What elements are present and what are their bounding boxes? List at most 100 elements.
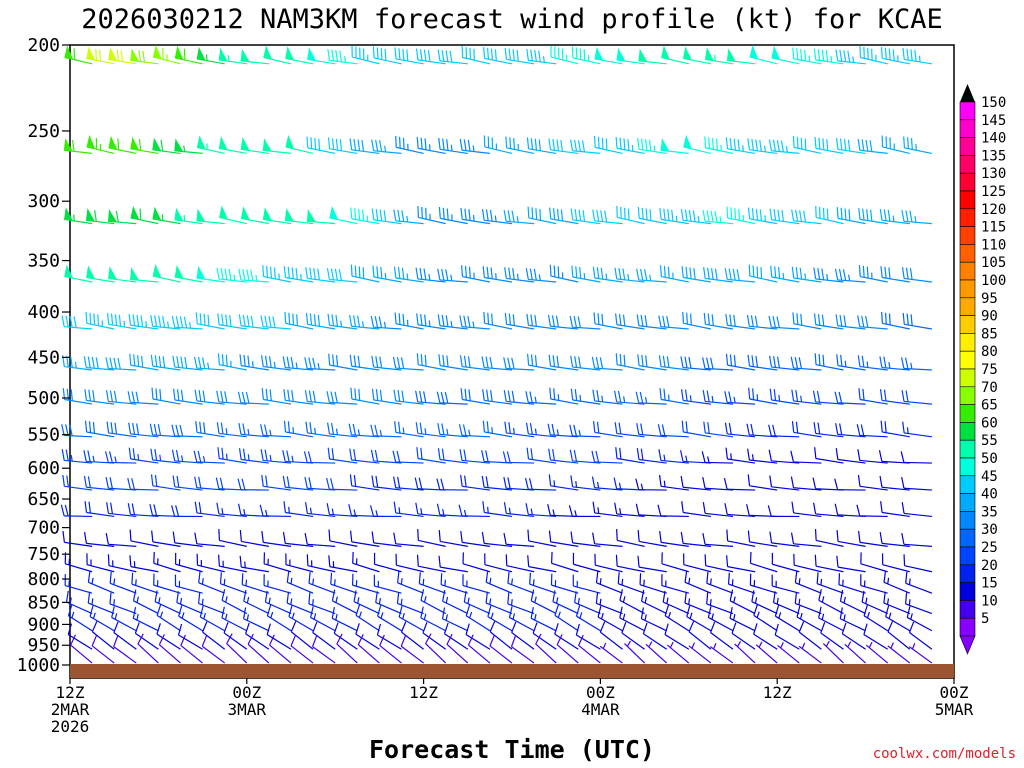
wind-barb (504, 48, 535, 65)
wind-barb (349, 448, 380, 464)
wind-barb (858, 265, 888, 283)
wind-barb (706, 592, 734, 615)
wind-barb (158, 634, 181, 664)
wind-barb (483, 311, 513, 330)
wind-barb (196, 208, 225, 225)
wind-barb (639, 573, 667, 594)
wind-barb (682, 46, 712, 65)
wind-barb (459, 449, 490, 464)
wind-barb (437, 423, 468, 438)
wind-barb (636, 448, 667, 464)
wind-barb (237, 391, 269, 405)
wind-barb (129, 353, 159, 371)
wind-barb (462, 574, 491, 594)
wind-barb (304, 533, 336, 547)
wind-barb (749, 45, 778, 65)
wind-barb (658, 474, 689, 491)
colorbar-label: 5 (981, 611, 989, 627)
wind-barb (525, 422, 557, 438)
wind-barb (485, 570, 513, 594)
wind-barb (137, 633, 159, 664)
wind-barb (221, 606, 248, 632)
wind-barb (659, 388, 689, 405)
wind-barb (398, 605, 424, 632)
wind-barb (527, 529, 557, 547)
wind-barb (747, 138, 778, 155)
wind-barb (223, 622, 248, 650)
wind-barb (525, 391, 557, 405)
wind-barb (549, 387, 579, 405)
wind-barb (724, 422, 756, 438)
wind-barb (113, 621, 137, 650)
wind-barb (64, 574, 93, 594)
wind-barb (196, 135, 225, 154)
wind-barb (263, 574, 292, 594)
wind-barb (815, 206, 844, 225)
credit-link[interactable]: coolwx.com/models (873, 746, 1016, 762)
wind-barb (908, 621, 933, 650)
colorbar-label: 60 (981, 415, 998, 431)
wind-barb (196, 265, 225, 283)
wind-barb (858, 207, 888, 225)
wind-barb (151, 530, 181, 547)
wind-barb (151, 387, 181, 405)
wind-barb (483, 47, 513, 65)
wind-barb (260, 424, 292, 438)
wind-barb (504, 421, 535, 438)
wind-barb (284, 311, 314, 330)
wind-barb (462, 552, 491, 573)
wind-barb (174, 574, 203, 594)
wind-barb (662, 590, 690, 615)
wind-barb (238, 268, 269, 283)
wind-barb (459, 355, 490, 371)
wind-barb (393, 476, 424, 491)
wind-barb (369, 505, 402, 518)
wind-barb (636, 423, 667, 438)
wind-barb (201, 621, 226, 650)
wind-barb (504, 267, 535, 283)
wind-barb (724, 503, 756, 518)
wind-barb (87, 570, 115, 594)
colorbar-label: 135 (981, 148, 1006, 164)
wind-barb (304, 357, 336, 371)
wind-barb (283, 266, 314, 283)
wind-barb (844, 641, 867, 664)
y-tick-label: 850 (27, 592, 60, 613)
wind-barb (857, 138, 888, 155)
wind-barb (548, 354, 579, 371)
wind-barb (263, 552, 292, 573)
wind-barb (615, 353, 645, 371)
colorbar-label: 40 (981, 487, 998, 503)
wind-barb (440, 573, 468, 594)
wind-barb (681, 501, 711, 518)
wind-barb (487, 605, 513, 632)
wind-barb (266, 623, 292, 650)
wind-barb (637, 530, 667, 547)
wind-barb (436, 391, 468, 405)
wind-barb (702, 533, 734, 547)
wind-barb (393, 501, 424, 518)
wind-barb (661, 45, 689, 65)
wind-barb (240, 48, 269, 65)
colorbar-swatch (959, 368, 976, 388)
wind-barb (595, 571, 623, 594)
wind-barb (881, 553, 910, 573)
wind-barb (263, 45, 292, 65)
wind-barb (150, 314, 181, 330)
wind-barb (61, 449, 93, 464)
colorbar-swatch (959, 475, 976, 494)
wind-barb (221, 589, 248, 615)
wind-barb (703, 312, 734, 330)
wind-barb (637, 555, 667, 573)
wind-barb (131, 572, 159, 594)
wind-barb (747, 354, 778, 371)
wind-barb (901, 209, 932, 225)
wind-barb (502, 451, 535, 464)
wind-barb (460, 207, 490, 225)
wind-barb (349, 138, 380, 155)
colorbar-swatch (959, 208, 976, 227)
wind-barb (702, 502, 734, 518)
colorbar-swatch (959, 226, 976, 245)
wind-barb (575, 623, 601, 650)
wind-barb (768, 424, 800, 438)
